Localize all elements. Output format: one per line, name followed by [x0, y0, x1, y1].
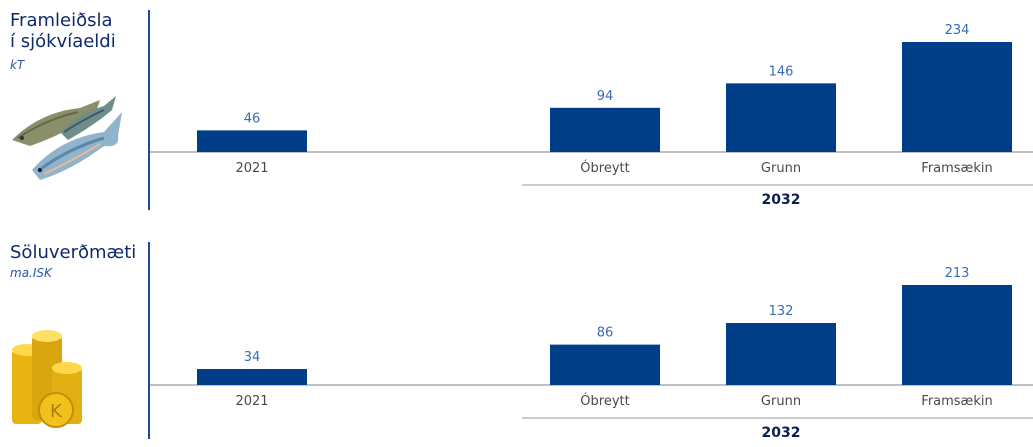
data-label: 132 [769, 304, 794, 319]
sales-value-bar-chart: 34 2021 86 Óbreytt 132 Grunn 213 Framsækin 2032 [150, 266, 1033, 441]
bar-óbreytt [550, 344, 660, 385]
svg-text:K: K [50, 401, 63, 422]
category-label: 2021 [235, 161, 268, 176]
chart-panel-sales-value: Söluverðmæti ma.ISK K 34 2021 86 Óbreytt 132… [0, 232, 1033, 447]
data-label: 94 [597, 89, 614, 104]
chart-unit: ma.ISK [10, 266, 52, 280]
bar-2021 [197, 130, 307, 152]
category-label: Grunn [761, 394, 801, 409]
panel-divider [148, 242, 150, 439]
data-label: 234 [945, 23, 970, 38]
chart-title: Söluverðmæti [10, 242, 137, 263]
bar-óbreytt [550, 107, 660, 152]
group-label: 2032 [762, 192, 801, 208]
category-label: Framsækin [921, 161, 992, 176]
bar-framsækin [902, 42, 1012, 152]
group-label: 2032 [762, 425, 801, 441]
panel-divider [148, 10, 150, 210]
category-label: Grunn [761, 161, 801, 176]
data-label: 213 [945, 266, 970, 281]
data-label: 146 [769, 64, 794, 79]
coins-icon: K [12, 330, 82, 428]
category-label: Óbreytt [580, 393, 629, 409]
chart-unit: kT [10, 58, 25, 72]
data-label: 34 [244, 350, 261, 365]
data-label: 86 [597, 326, 614, 341]
chart-title: Framleiðsla í sjókvíaeldi [10, 10, 116, 52]
category-label: Framsækin [921, 394, 992, 409]
bar-grunn [726, 323, 836, 385]
category-label: Óbreytt [580, 160, 629, 176]
chart-panel-production: Framleiðsla í sjókvíaeldi kT 46 2021 94 Óbr… [0, 0, 1033, 215]
production-bar-chart: 46 2021 94 Óbreytt 146 Grunn 234 Framsækin 2032 [150, 23, 1033, 208]
bar-framsækin [902, 285, 1012, 385]
fish-icon [12, 96, 122, 180]
data-label: 46 [244, 111, 261, 126]
bar-grunn [726, 83, 836, 152]
category-label: 2021 [235, 394, 268, 409]
bar-2021 [197, 369, 307, 385]
